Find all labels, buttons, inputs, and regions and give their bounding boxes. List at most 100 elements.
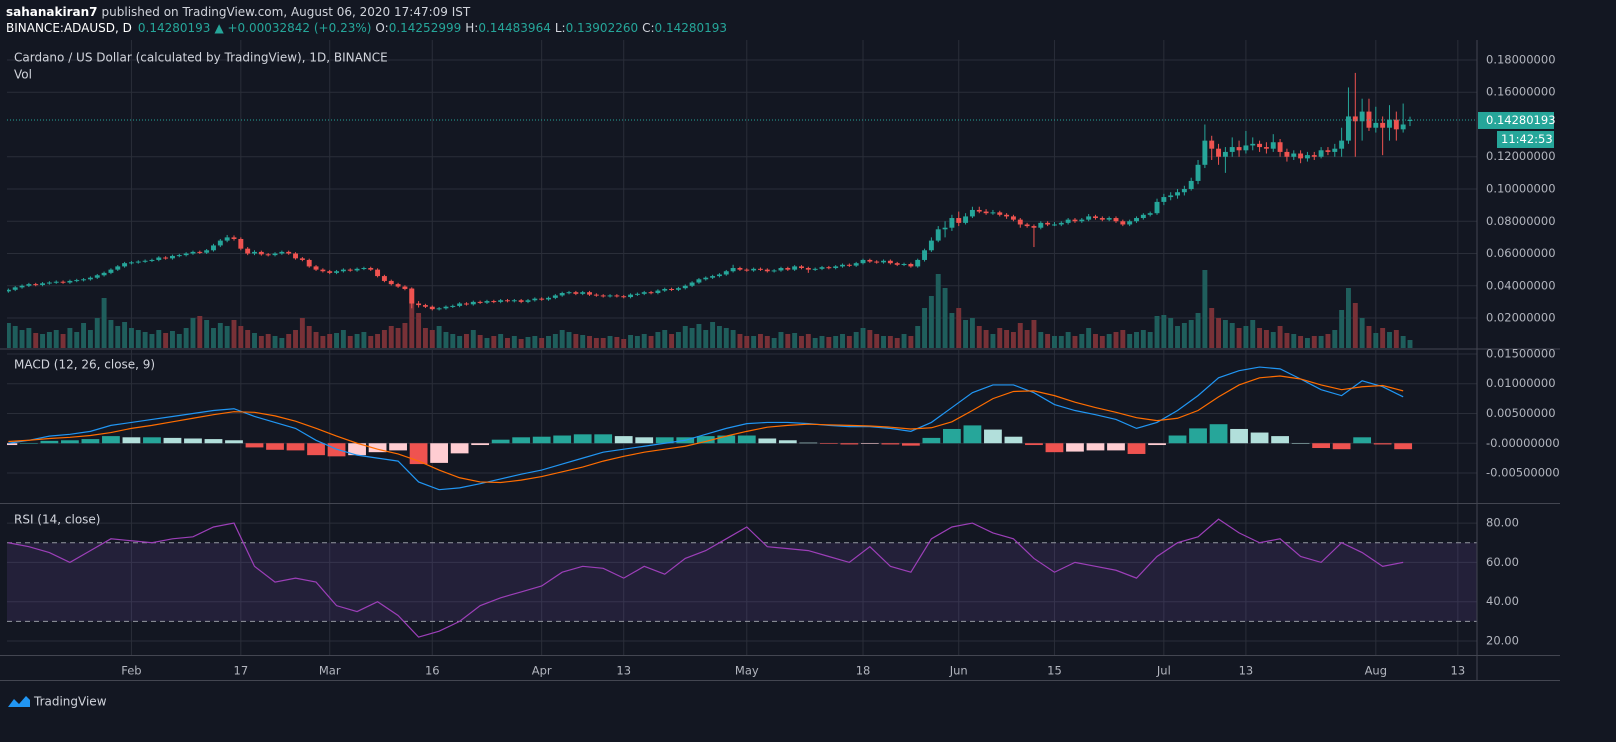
candle-body bbox=[614, 295, 620, 297]
volume-bar bbox=[511, 336, 517, 348]
candle-body bbox=[1093, 216, 1098, 219]
candle-body bbox=[197, 251, 203, 253]
x-tick-label: Aug bbox=[1365, 664, 1387, 678]
rsi-title: RSI (14, close) bbox=[14, 513, 100, 527]
volume-bar bbox=[1004, 330, 1010, 348]
candle-body bbox=[217, 240, 223, 246]
candle-body bbox=[1332, 148, 1338, 152]
author: sahanakiran7 bbox=[6, 5, 98, 19]
volume-bar bbox=[101, 298, 107, 348]
rsi-band bbox=[7, 542, 1477, 622]
candle-body bbox=[1099, 218, 1105, 220]
candle-body bbox=[450, 305, 456, 307]
histogram-bar bbox=[922, 437, 941, 444]
volume-bar bbox=[484, 338, 490, 348]
candle-body bbox=[422, 305, 428, 307]
candle-body bbox=[600, 295, 606, 297]
volume-bar bbox=[573, 334, 579, 348]
volume-bar bbox=[566, 332, 572, 348]
histogram-bar bbox=[963, 425, 982, 444]
volume-bar bbox=[997, 328, 1003, 348]
candle-body bbox=[74, 280, 80, 282]
y-tick-label: 0.02000000 bbox=[1486, 311, 1556, 325]
candle-body bbox=[463, 303, 469, 305]
x-tick-label: May bbox=[735, 664, 759, 678]
candle-body bbox=[648, 292, 654, 294]
candle-body bbox=[313, 266, 319, 270]
candle-body bbox=[477, 301, 483, 303]
candle-body bbox=[1216, 148, 1222, 157]
histogram-bar bbox=[553, 435, 572, 444]
volume-bar bbox=[812, 338, 818, 348]
candle-body bbox=[135, 261, 141, 263]
volume-bar bbox=[190, 318, 196, 348]
volume-bar bbox=[1222, 320, 1228, 348]
histogram-bar bbox=[81, 439, 100, 444]
y-tick-label: 0.16000000 bbox=[1486, 85, 1556, 99]
histogram-bar bbox=[348, 443, 366, 456]
volume-bar bbox=[935, 274, 941, 348]
volume-bar bbox=[457, 336, 463, 348]
volume-bar bbox=[949, 313, 955, 348]
candle-body bbox=[327, 271, 333, 273]
candle-body bbox=[498, 300, 504, 302]
y-tick-label: -0.00000000 bbox=[1486, 436, 1560, 450]
volume-bar bbox=[1134, 332, 1139, 348]
volume-bar bbox=[894, 338, 900, 348]
brand-name: TradingView bbox=[33, 695, 107, 709]
volume-bar bbox=[60, 334, 66, 348]
histogram-bar bbox=[1168, 435, 1187, 444]
volume-bar bbox=[53, 330, 59, 348]
candle-body bbox=[115, 266, 121, 270]
candle-body bbox=[409, 288, 415, 304]
candle-body bbox=[737, 268, 743, 270]
y-tick-label: 0.01000000 bbox=[1486, 376, 1556, 390]
volume-bar bbox=[1051, 336, 1057, 348]
last-price-box bbox=[1478, 111, 1554, 129]
h-label: H: bbox=[465, 21, 478, 35]
candle-body bbox=[1086, 216, 1092, 220]
volume-bar bbox=[887, 336, 893, 348]
histogram-bar bbox=[1353, 437, 1372, 444]
candle-body bbox=[969, 209, 975, 217]
volume-bar bbox=[860, 328, 866, 348]
candle-body bbox=[997, 212, 1003, 215]
candle-body bbox=[272, 253, 278, 256]
histogram-bar bbox=[614, 436, 633, 444]
volume-bar bbox=[491, 336, 497, 348]
volume-bar bbox=[245, 330, 251, 348]
candle-body bbox=[12, 287, 18, 290]
volume-bar bbox=[1325, 334, 1331, 348]
candle-body bbox=[723, 271, 729, 275]
x-tick-label: Jun bbox=[949, 664, 968, 678]
candle-body bbox=[505, 300, 510, 302]
candle-body bbox=[853, 263, 859, 266]
candle-body bbox=[785, 268, 791, 270]
candle-body bbox=[211, 245, 216, 251]
volume-bar bbox=[1065, 332, 1071, 348]
volume-bar bbox=[1352, 303, 1358, 348]
volume-bar bbox=[1311, 336, 1317, 348]
candle-body bbox=[983, 211, 989, 214]
volume-bar bbox=[443, 332, 449, 348]
volume-bar bbox=[648, 336, 654, 348]
candle-body bbox=[580, 292, 586, 294]
histogram-bar bbox=[122, 437, 141, 444]
volume-bar bbox=[477, 335, 483, 348]
candle-body bbox=[703, 277, 709, 280]
volume-bar bbox=[799, 336, 804, 348]
h-value: 0.14483964 bbox=[478, 21, 551, 35]
volume-bar bbox=[1120, 330, 1126, 348]
volume-bar bbox=[641, 334, 647, 348]
histogram-bar bbox=[840, 443, 859, 445]
volume-bar bbox=[313, 332, 319, 348]
candle-body bbox=[67, 280, 73, 283]
candle-body bbox=[7, 289, 11, 292]
x-tick-label: Jul bbox=[1156, 664, 1171, 678]
volume-bar bbox=[580, 335, 586, 348]
histogram-bar bbox=[532, 436, 551, 444]
volume-bar bbox=[723, 328, 729, 348]
volume-bar bbox=[87, 330, 93, 348]
candle-body bbox=[990, 212, 996, 214]
histogram-bar bbox=[1004, 436, 1023, 444]
